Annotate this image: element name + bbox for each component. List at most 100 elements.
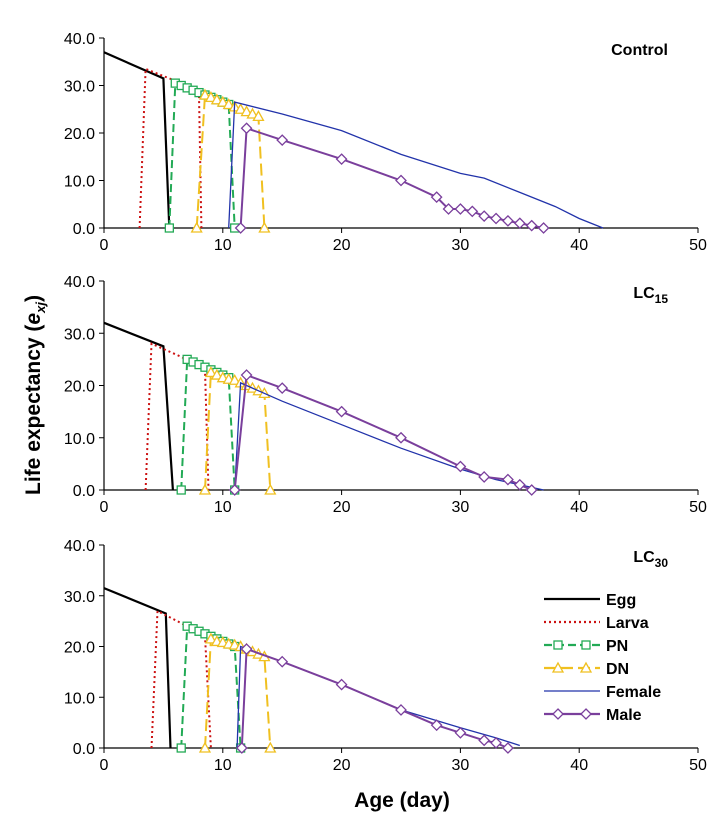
legend-label: Female — [606, 684, 661, 701]
data-point-male — [335, 153, 348, 166]
y-tick-label: 40.0 — [64, 538, 95, 555]
legend-label: Male — [606, 707, 642, 724]
data-point-male — [395, 431, 407, 444]
panel-title: LC15 — [633, 285, 668, 306]
panel-title: Control — [611, 42, 668, 59]
data-point-male — [430, 719, 443, 732]
data-point-dn — [210, 368, 223, 380]
series-male — [228, 369, 538, 496]
series-female — [234, 381, 544, 491]
legend-item-dn: DN — [544, 661, 629, 678]
data-point-male — [478, 210, 491, 223]
x-tick-label: 10 — [214, 499, 232, 516]
data-point-male — [234, 222, 247, 234]
series-line-egg — [103, 587, 172, 749]
chart-panel-1: 0.0 10.0 20.0 30.0 40.0 0 10 20 30 40 50 Control — [64, 31, 707, 254]
series-larva — [144, 342, 210, 491]
data-point-male — [276, 382, 289, 395]
y-tick-label: 30.0 — [64, 79, 95, 96]
series-egg — [103, 321, 174, 491]
data-point-pn — [164, 223, 174, 233]
data-point-dn — [264, 483, 277, 495]
legend-marker — [551, 661, 565, 673]
legend-label: Egg — [606, 592, 636, 609]
data-point-dn — [204, 366, 218, 378]
series-line-larva — [144, 342, 210, 491]
y-tick-label: 30.0 — [64, 589, 95, 606]
data-point-dn — [252, 110, 265, 122]
data-point-dn — [210, 93, 223, 105]
legend-label: PN — [606, 638, 628, 655]
y-tick-label: 20.0 — [64, 640, 95, 657]
data-point-male — [513, 478, 526, 491]
data-point-pn — [176, 743, 186, 753]
y-tick-label: 0.0 — [73, 741, 95, 758]
data-point-dn — [204, 91, 218, 103]
y-tick-label: 40.0 — [64, 31, 95, 48]
series-egg — [103, 51, 171, 229]
x-tick-label: 40 — [570, 757, 588, 774]
data-point-male — [335, 678, 348, 691]
data-point-male — [502, 742, 514, 754]
data-point-male — [490, 737, 502, 749]
series-line-male — [233, 373, 533, 491]
y-tick-label: 20.0 — [64, 126, 95, 143]
legend-item-male: Male — [544, 707, 642, 724]
x-tick-label: 40 — [570, 237, 588, 254]
data-point-dn — [240, 105, 253, 117]
x-tick-label: 0 — [100, 757, 109, 774]
x-tick-label: 10 — [214, 757, 232, 774]
data-point-dn — [198, 741, 212, 753]
chart-panel-2: 0.0 10.0 20.0 30.0 40.0 0 10 20 30 40 50 LC15 — [64, 274, 707, 516]
x-axis-title: Age (day) — [354, 789, 450, 812]
legend-marker — [553, 640, 563, 650]
data-point-male — [335, 405, 348, 418]
data-point-male — [454, 726, 467, 739]
data-point-male — [395, 704, 407, 716]
chart-panels: 0.010.020.030.040.00 10 20 30 40 50Control0.0… — [64, 31, 707, 774]
data-point-male — [240, 369, 253, 381]
series-line-egg — [103, 51, 171, 229]
series-male — [235, 643, 514, 754]
data-point-male — [525, 219, 538, 232]
data-point-male — [454, 460, 467, 473]
y-tick-label: 40.0 — [64, 274, 95, 291]
data-point-male — [478, 471, 491, 483]
series-line-male — [239, 126, 544, 229]
panel-title: LC30 — [633, 549, 668, 570]
data-point-male — [430, 191, 443, 204]
y-tick-label: 10.0 — [64, 431, 95, 448]
data-point-pn — [176, 485, 186, 495]
data-point-male — [537, 222, 550, 234]
legend-item-larva: Larva — [544, 615, 649, 632]
y-tick-label: 0.0 — [73, 483, 95, 500]
data-point-male — [276, 134, 289, 147]
y-axis-title: Life expectancy (exj) — [22, 295, 48, 495]
legend: Egg Larva PN DN Female Male — [544, 592, 661, 724]
data-point-male — [513, 217, 526, 230]
legend-label: DN — [606, 661, 629, 678]
data-point-dn — [264, 741, 277, 753]
series-line-female — [234, 381, 544, 491]
data-point-male — [395, 174, 407, 187]
x-tick-label: 50 — [689, 757, 707, 774]
y-tick-label: 30.0 — [64, 326, 95, 343]
x-tick-label: 50 — [689, 237, 707, 254]
x-tick-label: 50 — [689, 499, 707, 516]
series-line-egg — [103, 321, 174, 491]
data-point-male — [240, 643, 253, 655]
data-point-male — [502, 473, 514, 486]
legend-marker — [580, 708, 592, 720]
legend-item-female: Female — [544, 684, 661, 701]
x-tick-label: 0 — [100, 237, 109, 254]
data-point-dn — [216, 95, 229, 107]
x-tick-label: 30 — [452, 499, 470, 516]
data-point-dn — [234, 102, 247, 114]
series-female — [228, 101, 604, 229]
series-line-female — [228, 101, 604, 229]
data-point-dn — [198, 88, 212, 100]
y-tick-label: 0.0 — [73, 221, 95, 238]
x-tick-label: 30 — [452, 757, 470, 774]
data-point-dn — [222, 98, 235, 110]
data-point-male — [235, 742, 248, 754]
